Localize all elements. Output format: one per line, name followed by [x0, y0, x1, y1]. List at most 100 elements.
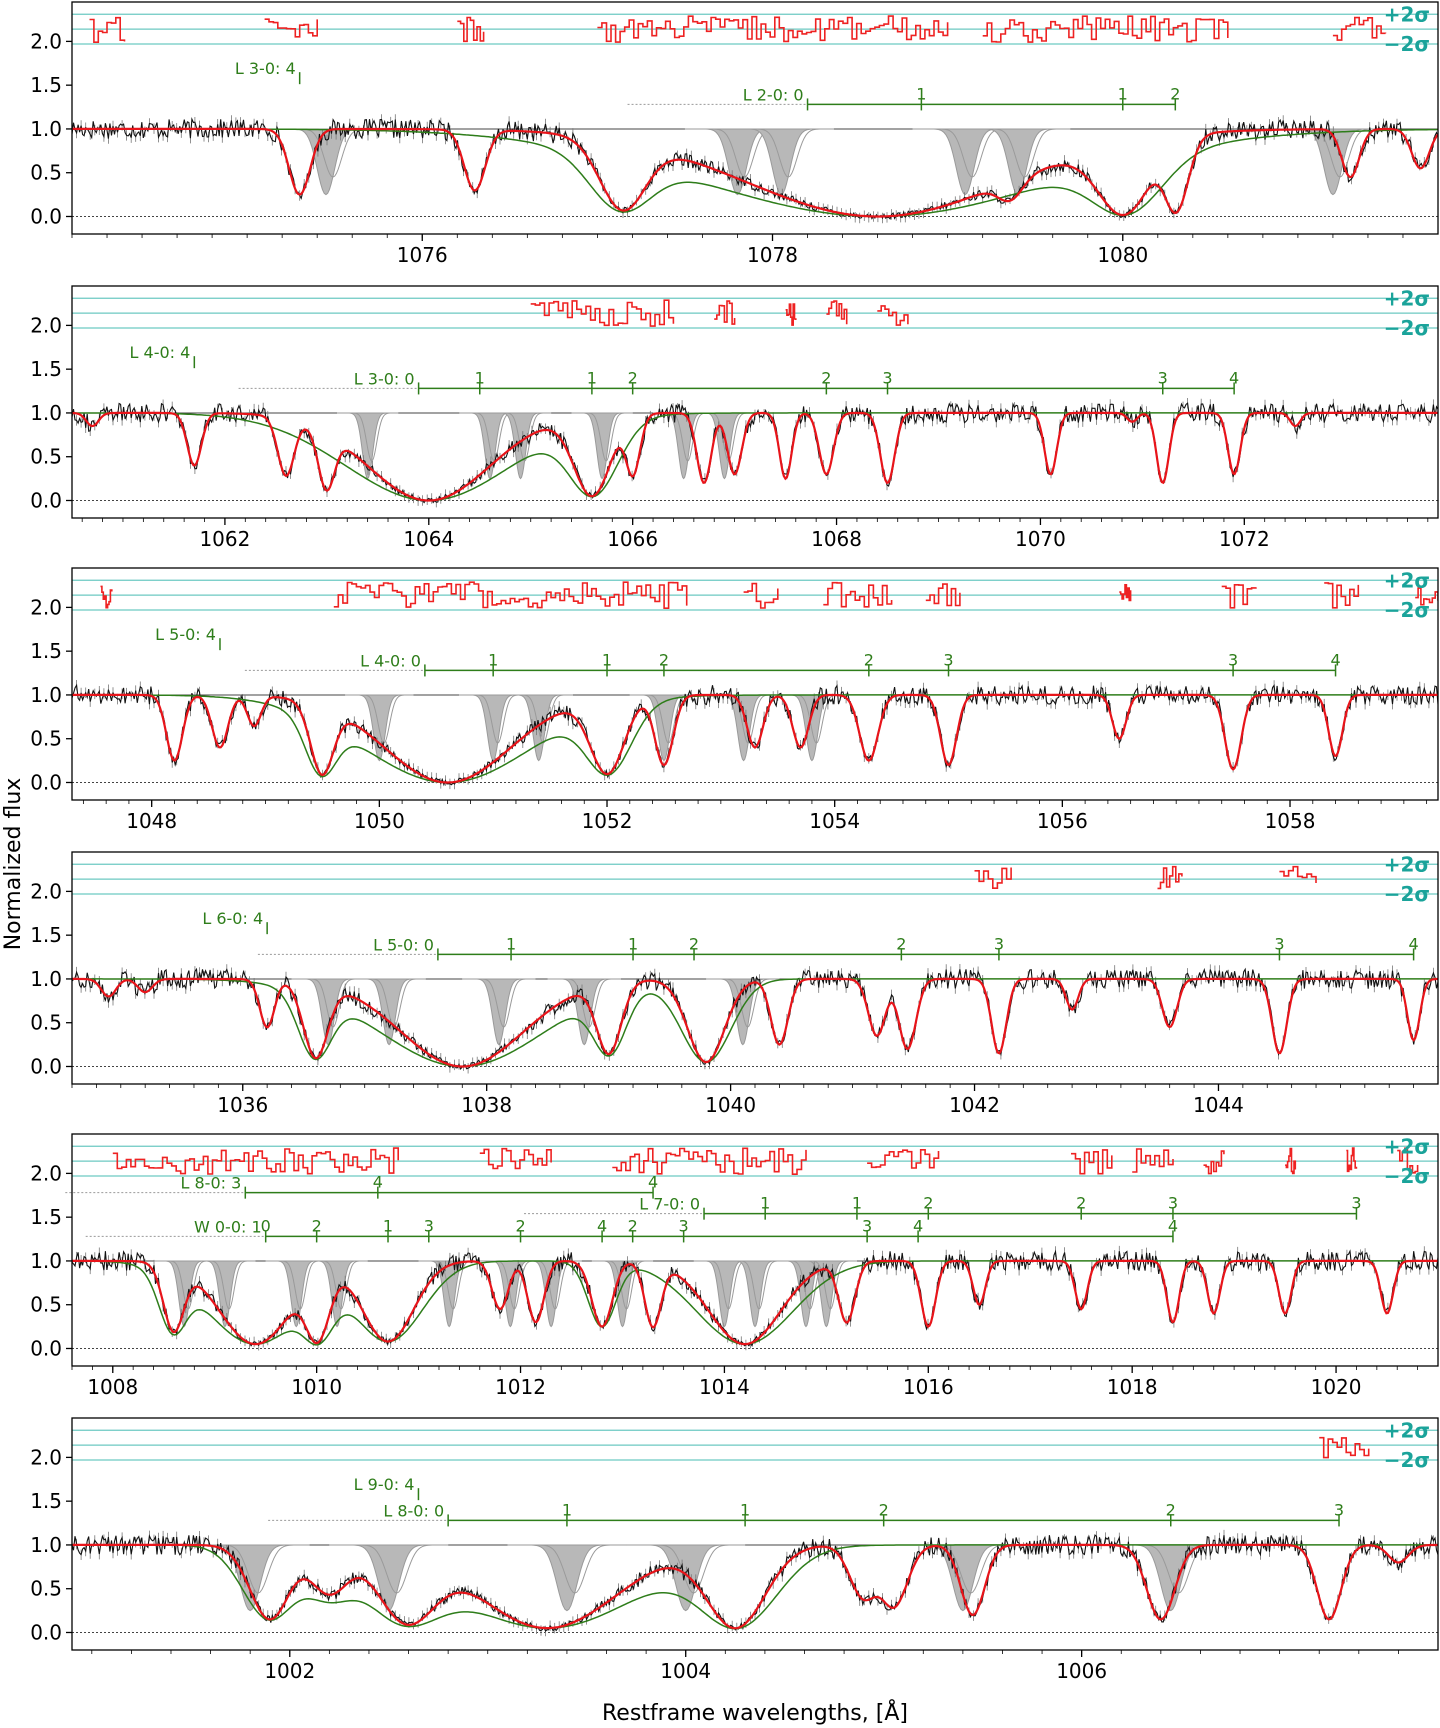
x-tick-label: 1010 — [291, 1375, 342, 1399]
marker-tick-label: 2 — [1076, 1194, 1086, 1213]
plot-area — [72, 1145, 1438, 1351]
marker-tick-label: 2 — [689, 934, 699, 953]
residual-segment-5 — [1332, 16, 1387, 41]
axes-frame — [71, 285, 1439, 519]
y-axis-label: Normalized flux — [1, 778, 26, 951]
model-fit — [72, 127, 1438, 218]
marker-tick-label: 3 — [1351, 1194, 1361, 1213]
y-tick-label: 0.0 — [30, 1620, 62, 1644]
marker-tick-label: 2 — [515, 1216, 525, 1235]
sigma-plus-label: +2σ — [1384, 286, 1430, 310]
profile-alt-3 — [547, 978, 621, 1028]
residual-segment-4 — [877, 305, 909, 326]
marker-tick-label: 3 — [1158, 368, 1168, 387]
marker-tick-label: 3 — [1274, 934, 1284, 953]
marker-tick-label: 3 — [1228, 650, 1238, 669]
residual-segment-4 — [1071, 1149, 1113, 1175]
x-tick-label: 1048 — [126, 809, 177, 833]
model-fit — [72, 977, 1438, 1068]
y-tick-label: 0.5 — [30, 1577, 62, 1601]
marker-tick-label: 3 — [679, 1216, 689, 1235]
axes-frame — [71, 567, 1439, 801]
x-tick-label: 1062 — [199, 527, 250, 551]
line-marker-0: L 9-0: 4 — [354, 1475, 420, 1501]
x-tick-label: 1072 — [1219, 527, 1270, 551]
sigma-minus-label: −2σ — [1384, 1164, 1430, 1188]
y-tick-label: 1.5 — [30, 923, 62, 947]
marker-label: L 2-0: 0 — [743, 85, 804, 104]
line-marker-0: L 3-0: 4 — [235, 59, 301, 85]
residual-segment-9 — [1397, 1147, 1419, 1174]
x-tick-label: 1002 — [264, 1659, 315, 1683]
profile-alt-2 — [462, 978, 536, 1028]
marker-tick-label: 4 — [1229, 368, 1239, 387]
marker-tick-label: 2 — [628, 1216, 638, 1235]
sigma-plus-label: +2σ — [1384, 1134, 1430, 1158]
residual-segment-0 — [1319, 1436, 1370, 1459]
model-fit — [72, 1259, 1438, 1346]
y-tick-label: 1.0 — [30, 683, 62, 707]
y-tick-label: 0.0 — [30, 204, 62, 228]
marker-label: L 3-0: 0 — [354, 369, 415, 388]
line-marker-0: L 5-0: 4 — [155, 625, 221, 651]
y-tick-label: 1.5 — [30, 73, 62, 97]
line-marker-1: L 2-0: 0 1 1 2 — [627, 84, 1180, 111]
profile-0 — [273, 128, 379, 196]
profile-alt-1 — [352, 978, 426, 1028]
marker-tick-label: 1 — [740, 1500, 750, 1519]
residual-segment-0 — [530, 299, 675, 327]
profile-alt-0 — [337, 412, 399, 462]
marker-tick-label: 2 — [879, 1500, 889, 1519]
marker-tick-label: 1 — [506, 934, 516, 953]
marker-tick-label: 2 — [659, 650, 669, 669]
marker-tick-label: 1 — [562, 1500, 572, 1519]
line-marker-2: W 0-0: 10 2 1 3 2 4 2 3 3 4 4 — [85, 1216, 1178, 1243]
line-marker-0: L 4-0: 4 — [130, 343, 196, 369]
residual-segment-2 — [612, 1147, 807, 1175]
marker-tick-label: 1 — [475, 368, 485, 387]
sigma-plus-label: +2σ — [1384, 2, 1430, 26]
y-tick-label: 1.0 — [30, 967, 62, 991]
component-curve — [72, 1260, 1438, 1346]
marker-tick-label: 1 — [916, 84, 926, 103]
profile-alt-0 — [345, 694, 414, 744]
x-tick-label: 1078 — [747, 243, 798, 267]
x-tick-label: 1004 — [660, 1659, 711, 1683]
panel-1: L 3-0: 4 L 2-0: 0 1 1 2 0.0 0.5 1.0 1.5 2.0 1076 10… — [30, 1, 1439, 267]
profile-alt-7 — [591, 1260, 654, 1310]
profile-alt-3 — [626, 1544, 746, 1594]
plot-area — [72, 1429, 1438, 1637]
y-tick-label: 1.5 — [30, 1489, 62, 1513]
y-tick-label: 0.0 — [30, 770, 62, 794]
x-tick-label: 1036 — [217, 1093, 268, 1117]
marker-tick-label: 1 — [602, 650, 612, 669]
line-marker-1: L 7-0: 0 1 1 2 2 3 3 — [524, 1194, 1362, 1220]
axes-frame — [71, 851, 1439, 1085]
line-marker-0: L 8-0: 3 4 4 — [65, 1173, 658, 1199]
sigma-minus-label: −2σ — [1384, 316, 1430, 340]
sigma-minus-label: −2σ — [1384, 882, 1430, 906]
marker-tick-label: 4 — [373, 1173, 383, 1192]
residual-segment-0 — [89, 16, 126, 43]
marker-label: L 8-0: 0 — [383, 1501, 444, 1520]
residual-segment-3 — [867, 1149, 940, 1169]
profile-alt-1 — [194, 1260, 256, 1310]
marker-label: L 5-0: 4 — [155, 625, 216, 644]
marker-tick-label: 3 — [882, 368, 892, 387]
profile-alt-9 — [724, 1260, 786, 1310]
y-tick-label: 1.0 — [30, 1249, 62, 1273]
line-marker-1: L 4-0: 0 1 1 2 2 3 3 4 — [244, 650, 1341, 677]
marker-label: L 9-0: 4 — [354, 1475, 415, 1494]
x-tick-label: 1014 — [699, 1375, 750, 1399]
x-tick-label: 1012 — [495, 1375, 546, 1399]
marker-tick-label: 3 — [1334, 1500, 1344, 1519]
axes-frame — [71, 1, 1439, 235]
residual-segment-2 — [785, 303, 797, 326]
profile-5 — [1280, 128, 1386, 196]
residual-segment-7 — [1324, 582, 1360, 609]
y-tick-label: 2.0 — [30, 1161, 62, 1185]
profile-alt-2 — [504, 694, 573, 744]
panel-2: L 4-0: 4 L 3-0: 0 1 1 2 2 3 3 4 0.0 0.5 1.0 1.5 2.0 10… — [30, 285, 1439, 551]
